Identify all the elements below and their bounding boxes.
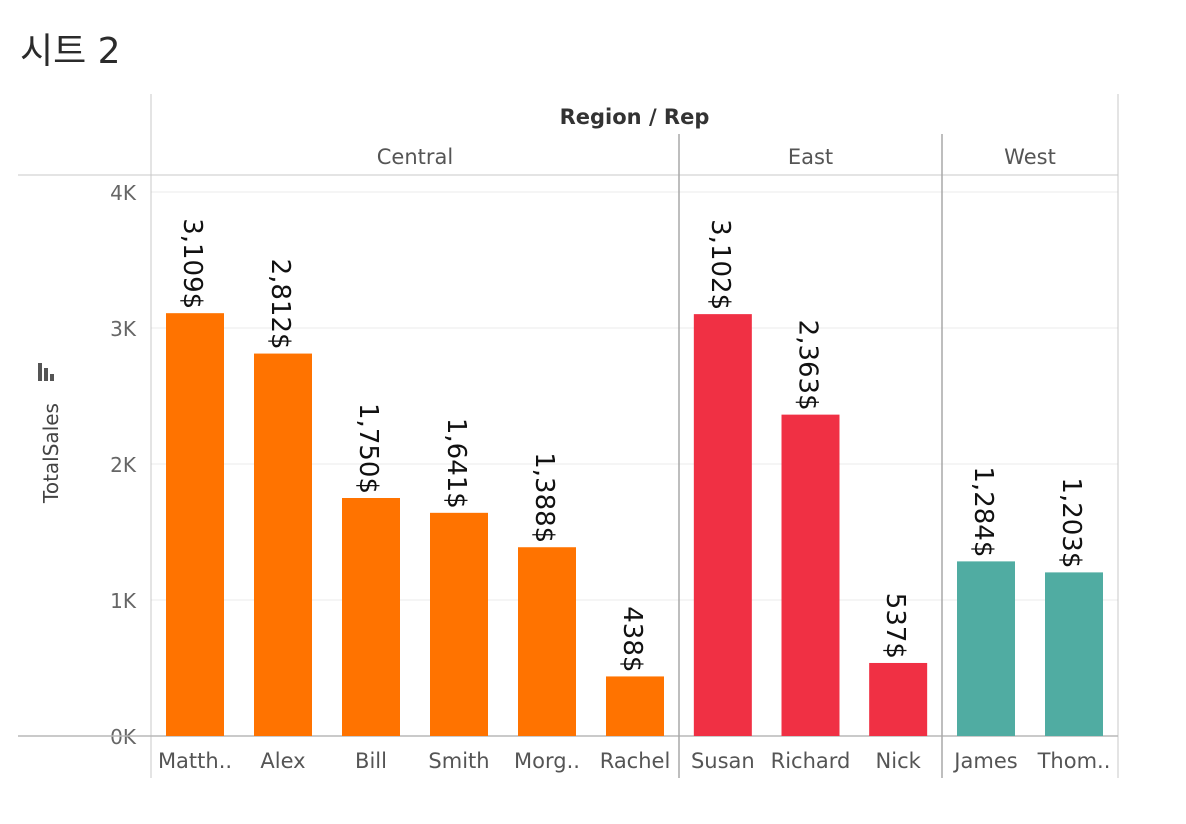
bar[interactable] bbox=[781, 414, 840, 736]
data-label: 438$ bbox=[617, 606, 647, 672]
bar[interactable] bbox=[518, 547, 576, 736]
x-tick-label: Susan bbox=[691, 749, 755, 773]
bar[interactable] bbox=[693, 314, 752, 736]
x-tick-label: Bill bbox=[355, 749, 387, 773]
sort-icon-bar bbox=[50, 374, 54, 381]
data-label: 1,641$ bbox=[441, 418, 471, 509]
bar[interactable] bbox=[606, 676, 664, 736]
data-label: 1,203$ bbox=[1056, 477, 1086, 568]
bar[interactable] bbox=[957, 561, 1015, 736]
region-label: East bbox=[788, 145, 833, 169]
x-tick-label: Smith bbox=[428, 749, 489, 773]
data-label: 2,363$ bbox=[793, 320, 823, 411]
bar[interactable] bbox=[254, 353, 312, 736]
bar[interactable] bbox=[430, 512, 488, 736]
data-label: 537$ bbox=[880, 593, 910, 659]
y-tick-label: 0K bbox=[110, 725, 137, 749]
y-tick-label: 2K bbox=[110, 453, 137, 477]
bar[interactable] bbox=[342, 498, 400, 736]
bar[interactable] bbox=[166, 313, 224, 736]
region-label: Central bbox=[377, 145, 453, 169]
y-tick-label: 3K bbox=[110, 317, 137, 341]
sort-icon[interactable] bbox=[38, 363, 42, 381]
x-tick-label: Rachel bbox=[600, 749, 671, 773]
sheet-title: 시트 2 bbox=[20, 31, 121, 72]
data-label: 3,109$ bbox=[177, 218, 207, 309]
data-label: 1,284$ bbox=[968, 466, 998, 557]
bar[interactable] bbox=[869, 662, 928, 736]
region-label: West bbox=[1004, 145, 1056, 169]
sort-icon-bar bbox=[44, 368, 48, 381]
column-header-title: Region / Rep bbox=[560, 105, 710, 129]
x-tick-label: Matth.. bbox=[158, 749, 232, 773]
data-label: 3,102$ bbox=[705, 219, 735, 310]
data-label: 1,750$ bbox=[353, 403, 383, 494]
y-axis-label: TotalSales bbox=[39, 403, 63, 504]
y-tick-label: 4K bbox=[110, 181, 137, 205]
bar[interactable] bbox=[1045, 572, 1103, 736]
y-tick-label: 1K bbox=[110, 589, 137, 613]
data-label: 2,812$ bbox=[265, 259, 295, 350]
x-tick-label: Alex bbox=[260, 749, 305, 773]
x-tick-label: James bbox=[952, 749, 1017, 773]
x-tick-label: Thom.. bbox=[1037, 749, 1111, 773]
data-label: 1,388$ bbox=[529, 452, 559, 543]
x-tick-label: Nick bbox=[876, 749, 922, 773]
x-tick-label: Morg.. bbox=[514, 749, 580, 773]
x-tick-label: Richard bbox=[771, 749, 851, 773]
